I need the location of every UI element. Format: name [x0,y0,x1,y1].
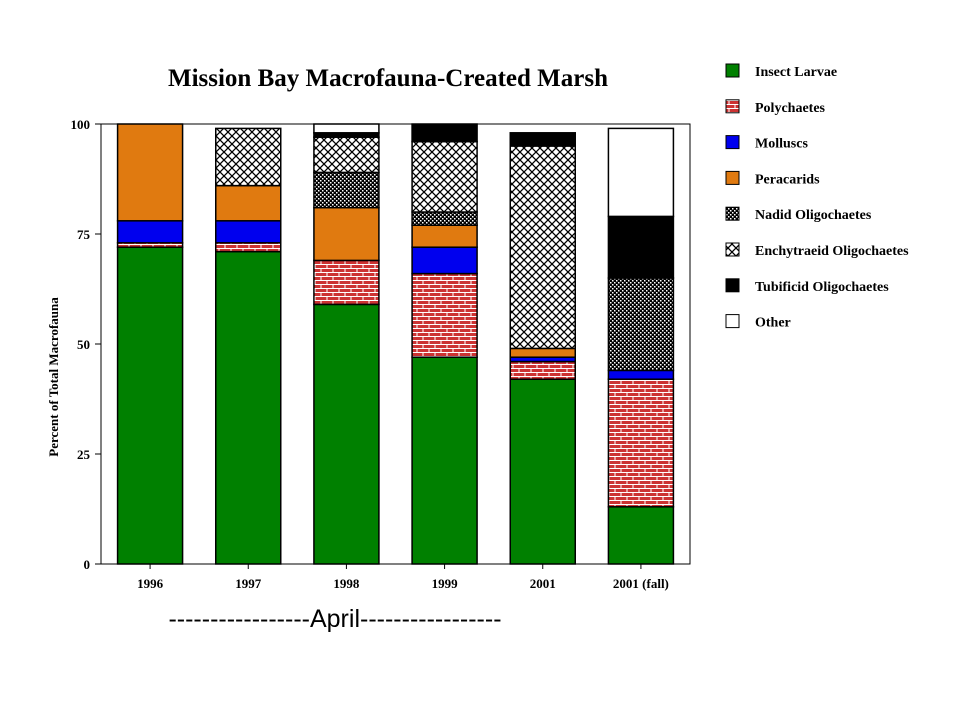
bar-segment-1998-other [313,123,380,134]
legend-label-insect-larvae: Insect Larvae [755,65,837,80]
legend-swatch-tubificid-oligochaetes [725,278,740,293]
bar-segment-1997-polychaetes [215,242,282,253]
bar-segment-1997-insect-larvae [215,250,282,565]
bar-segment-2001-fall-insect-larvae [607,506,675,565]
y-tick-label-75: 75 [77,227,91,242]
x-tick-label-2001: 2001 [530,576,556,591]
legend-label-enchytraeid-oligochaetes: Enchytraeid Oligochaetes [755,244,909,259]
bar-segment-1998-peracarids [313,206,380,262]
y-tick-label-0: 0 [84,557,91,572]
x-tick-label-1996: 1996 [137,576,164,591]
bar-segment-1998-enchytraeid-oligochaetes [313,136,380,174]
plot-area-frame [100,123,691,565]
bar-segment-1996-insect-larvae [116,246,184,565]
legend-swatch-polychaetes [725,99,740,114]
bar-segment-2001-fall-polychaetes [607,378,675,508]
bar-segment-1997-peracarids [215,184,282,222]
legend-label-other: Other [755,316,791,331]
x-tick-label-1997: 1997 [235,576,262,591]
bar-segment-2001-fall-tubificid-oligochaetes [607,215,675,279]
bar-segment-1998-polychaetes [313,259,380,306]
legend-swatch-peracarids [725,170,740,185]
legend-swatch-nadid-oligochaetes [725,206,740,221]
x-tick-label-1999: 1999 [432,576,459,591]
bar-segment-1999-nadid-oligochaetes [411,211,478,226]
april-annotation: -----------------April----------------- [168,605,501,633]
bar-segment-1998-nadid-oligochaetes [313,171,380,209]
legend-swatch-molluscs [725,135,740,150]
bar-segment-2001-insect-larvae [509,378,576,565]
legend-label-molluscs: Molluscs [755,137,808,152]
bar-segment-1999-peracarids [411,224,478,248]
bar-segment-2001-polychaetes [509,360,576,380]
y-tick-label-50: 50 [77,337,90,352]
bar-segment-1998-insect-larvae [313,303,380,565]
bar-segment-2001-fall-molluscs [607,369,675,380]
bar-segment-2001-peracarids [509,347,576,358]
bar-segment-2001-fall-nadid-oligochaetes [607,277,675,372]
bar-segment-1999-enchytraeid-oligochaetes [411,140,478,213]
legend-swatch-insect-larvae [725,63,740,78]
y-axis-label: Percent of Total Macrofauna [46,297,61,457]
legend-label-polychaetes: Polychaetes [755,101,826,116]
bar-segment-1999-polychaetes [411,272,478,358]
legend-label-tubificid-oligochaetes: Tubificid Oligochaetes [755,280,889,295]
bar-segment-1999-insect-larvae [411,356,478,565]
x-tick-label-1998: 1998 [333,576,360,591]
bar-segment-1999-molluscs [411,246,478,275]
bar-segment-1997-enchytraeid-oligochaetes [215,127,282,187]
legend-swatch-enchytraeid-oligochaetes [725,242,740,257]
bar-segment-1996-molluscs [116,220,184,244]
chart-title: Mission Bay Macrofauna-Created Marsh [168,65,608,92]
x-tick-label-2001-fall: 2001 (fall) [613,576,669,591]
legend-swatch-other [725,314,740,329]
bar-segment-2001-fall-other [607,127,675,218]
bar-segment-1999-tubificid-oligochaetes [411,123,478,143]
y-tick-label-25: 25 [77,447,91,462]
bar-segment-2001-enchytraeid-oligochaetes [509,145,576,350]
legend-label-peracarids: Peracarids [755,172,820,187]
bar-segment-1997-molluscs [215,220,282,244]
y-tick-label-100: 100 [71,117,91,132]
bar-segment-1996-peracarids [116,123,184,222]
bar-segment-2001-tubificid-oligochaetes [509,132,576,147]
legend-label-nadid-oligochaetes: Nadid Oligochaetes [755,208,872,223]
